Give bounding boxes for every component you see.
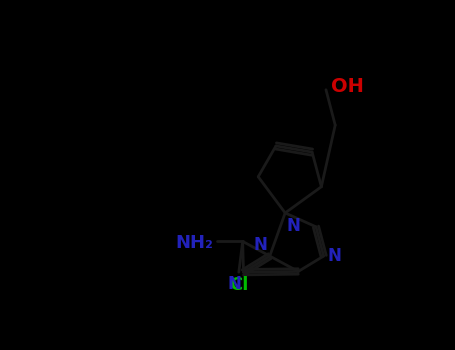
Text: N: N bbox=[287, 217, 301, 235]
Text: Cl: Cl bbox=[229, 276, 248, 294]
Text: N: N bbox=[228, 274, 241, 293]
Text: N: N bbox=[253, 236, 268, 254]
Text: NH₂: NH₂ bbox=[176, 234, 213, 252]
Text: OH: OH bbox=[331, 77, 364, 96]
Text: N: N bbox=[328, 247, 341, 265]
